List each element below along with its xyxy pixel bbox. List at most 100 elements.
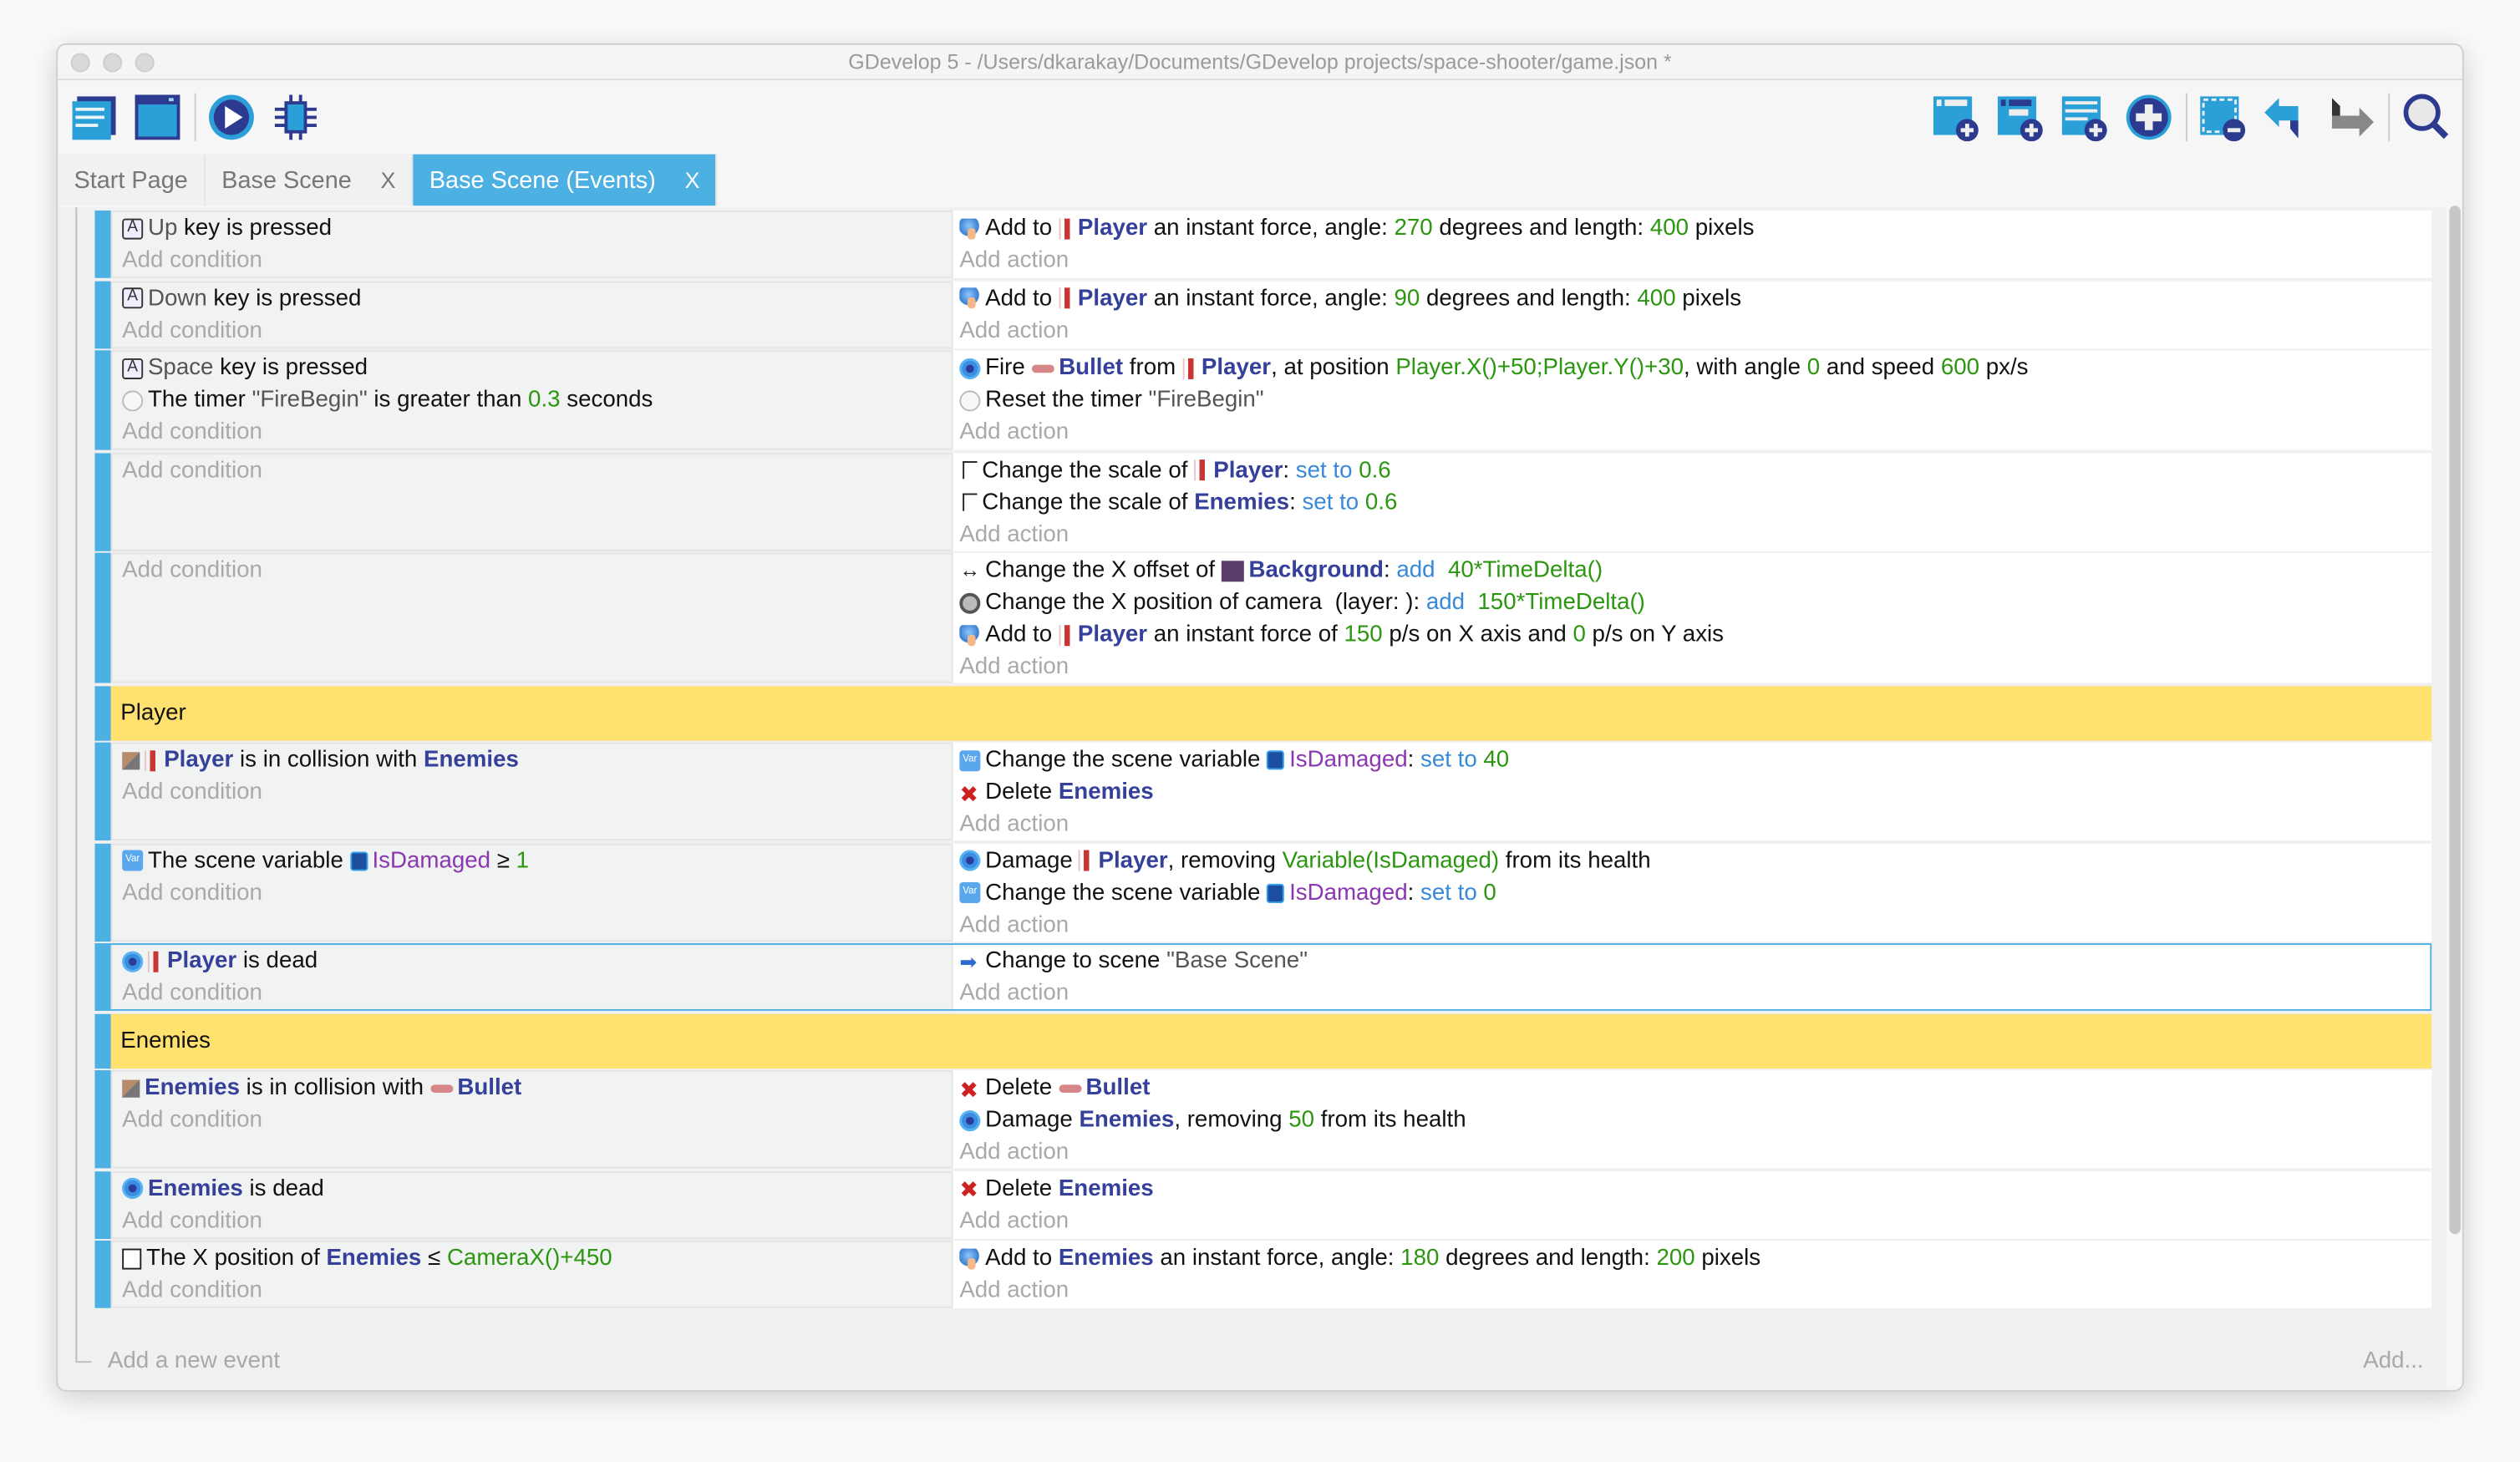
add-condition-button[interactable]: Add condition bbox=[122, 557, 262, 584]
action-instruction[interactable]: Damage Player, removing Variable(IsDamag… bbox=[959, 845, 2425, 876]
scrollbar[interactable] bbox=[2449, 206, 2461, 1235]
condition-instruction[interactable]: Space key is pressed bbox=[122, 352, 942, 383]
action-instruction[interactable]: Damage Enemies, removing 50 from its hea… bbox=[959, 1104, 2425, 1135]
project-manager-icon[interactable] bbox=[71, 94, 119, 142]
condition-instruction[interactable]: Player is dead bbox=[122, 945, 942, 977]
event-group[interactable]: Player bbox=[94, 685, 2432, 740]
add-action-button[interactable]: Add action bbox=[959, 1207, 1069, 1234]
add-action-button[interactable]: Add action bbox=[959, 911, 1069, 938]
close-tab-icon[interactable]: X bbox=[684, 167, 700, 193]
event-row[interactable]: Player is in collision with Enemies Add c… bbox=[94, 742, 2432, 840]
event-handle[interactable] bbox=[94, 685, 111, 740]
event-handle[interactable] bbox=[94, 1070, 111, 1169]
add-action-button[interactable]: Add action bbox=[959, 317, 1069, 343]
add-action-button[interactable]: Add action bbox=[959, 980, 1069, 1007]
condition-instruction[interactable]: Up key is pressed bbox=[122, 212, 942, 244]
preview-play-icon[interactable] bbox=[207, 94, 256, 142]
event-row[interactable]: The scene variable IsDamaged ≥ 1 Add cond… bbox=[94, 842, 2432, 942]
event-row[interactable]: Add condition Change the X offset of Back… bbox=[94, 552, 2432, 683]
event-handle[interactable] bbox=[94, 943, 111, 1011]
action-instruction[interactable]: Change the X position of camera (layer: … bbox=[959, 586, 2425, 618]
condition-instruction[interactable]: Player is in collision with Enemies bbox=[122, 744, 942, 776]
minimize-window-button[interactable] bbox=[103, 53, 123, 73]
add-event-icon[interactable] bbox=[1932, 94, 1980, 142]
condition-instruction[interactable]: Enemies is dead bbox=[122, 1172, 942, 1204]
action-instruction[interactable]: Delete Enemies bbox=[959, 776, 2425, 809]
add-other-icon[interactable] bbox=[2125, 94, 2173, 142]
tab-start-page[interactable]: Start Page bbox=[58, 154, 206, 206]
event-handle[interactable] bbox=[94, 1013, 111, 1069]
condition-instruction[interactable]: The scene variable IsDamaged ≥ 1 bbox=[122, 845, 942, 876]
event-handle[interactable] bbox=[94, 1170, 111, 1239]
condition-instruction[interactable]: The timer "FireBegin" is greater than 0.… bbox=[122, 384, 942, 416]
event-handle[interactable] bbox=[94, 452, 111, 551]
delete-selected-icon[interactable] bbox=[2198, 94, 2247, 142]
action-instruction[interactable]: Change the X offset of Background: add 4… bbox=[959, 554, 2425, 586]
action-instruction[interactable]: Change the scene variable IsDamaged: set… bbox=[959, 744, 2425, 776]
action-instruction[interactable]: Change the scene variable IsDamaged: set… bbox=[959, 876, 2425, 908]
add-new-event-button[interactable]: Add a new event bbox=[107, 1348, 281, 1374]
action-instruction[interactable]: Change the scale of Enemies: set to 0.6 bbox=[959, 486, 2425, 518]
add-comment-icon[interactable] bbox=[2060, 94, 2109, 142]
event-row[interactable]: Add condition Change the scale of Player:… bbox=[94, 452, 2432, 551]
action-instruction[interactable]: Add to Player an instant force of 150 p/… bbox=[959, 619, 2425, 651]
event-handle[interactable] bbox=[94, 1240, 111, 1308]
add-sub-event-icon[interactable] bbox=[1996, 94, 2045, 142]
add-condition-button[interactable]: Add condition bbox=[122, 317, 262, 343]
add-condition-button[interactable]: Add condition bbox=[122, 457, 262, 484]
add-action-button[interactable]: Add action bbox=[959, 419, 1069, 445]
tab-base-scene[interactable]: Base Scene X bbox=[205, 154, 414, 206]
add-condition-button[interactable]: Add condition bbox=[122, 980, 262, 1007]
add-action-button[interactable]: Add action bbox=[959, 1277, 1069, 1303]
add-condition-button[interactable]: Add condition bbox=[122, 1277, 262, 1303]
add-condition-button[interactable]: Add condition bbox=[122, 880, 262, 906]
event-handle[interactable] bbox=[94, 350, 111, 450]
event-group[interactable]: Enemies bbox=[94, 1013, 2432, 1069]
action-instruction[interactable]: Add to Player an instant force, angle: 2… bbox=[959, 212, 2425, 244]
scene-editor-icon[interactable] bbox=[134, 94, 182, 142]
close-window-button[interactable] bbox=[70, 53, 90, 73]
add-action-button[interactable]: Add action bbox=[959, 653, 1069, 680]
search-icon[interactable] bbox=[2401, 94, 2450, 142]
add-action-button[interactable]: Add action bbox=[959, 247, 1069, 273]
condition-instruction[interactable]: Down key is pressed bbox=[122, 282, 942, 314]
undo-icon[interactable] bbox=[2263, 94, 2311, 142]
action-instruction[interactable]: Change the scale of Player: set to 0.6 bbox=[959, 454, 2425, 485]
event-row[interactable]: Enemies is dead Add condition Delete Enemi… bbox=[94, 1170, 2432, 1239]
add-action-button[interactable]: Add action bbox=[959, 1139, 1069, 1165]
event-row[interactable]: Enemies is in collision with Bullet Add c… bbox=[94, 1070, 2432, 1169]
event-row[interactable]: The X position of Enemies ≤ CameraX()+45… bbox=[94, 1240, 2432, 1308]
event-handle[interactable] bbox=[94, 210, 111, 278]
zoom-window-button[interactable] bbox=[135, 53, 155, 73]
event-handle[interactable] bbox=[94, 742, 111, 840]
action-instruction[interactable]: Delete Enemies bbox=[959, 1172, 2425, 1205]
condition-instruction[interactable]: Enemies is in collision with Bullet bbox=[122, 1072, 942, 1104]
add-condition-button[interactable]: Add condition bbox=[122, 779, 262, 805]
event-row[interactable]: Player is dead Add condition Change to sce… bbox=[94, 943, 2432, 1011]
add-action-button[interactable]: Add action bbox=[959, 521, 1069, 547]
add-condition-button[interactable]: Add condition bbox=[122, 1207, 262, 1234]
action-instruction[interactable]: Reset the timer "FireBegin" bbox=[959, 384, 2425, 416]
action-instruction[interactable]: Change to scene "Base Scene" bbox=[959, 945, 2425, 977]
add-more-button[interactable]: Add... bbox=[2363, 1348, 2424, 1374]
add-condition-button[interactable]: Add condition bbox=[122, 247, 262, 273]
action-instruction[interactable]: Fire Bullet from Player, at position Pla… bbox=[959, 352, 2425, 383]
object-name: Player bbox=[1077, 622, 1148, 648]
event-row[interactable]: Down key is pressed Add condition Add to P… bbox=[94, 280, 2432, 348]
tab-base-scene-events[interactable]: Base Scene (Events) X bbox=[413, 154, 718, 206]
event-handle[interactable] bbox=[94, 280, 111, 348]
event-handle[interactable] bbox=[94, 842, 111, 942]
event-handle[interactable] bbox=[94, 552, 111, 683]
event-row[interactable]: Up key is pressed Add condition Add to Pla… bbox=[94, 210, 2432, 278]
add-action-button[interactable]: Add action bbox=[959, 811, 1069, 838]
debugger-icon[interactable] bbox=[272, 94, 320, 142]
redo-icon[interactable] bbox=[2327, 94, 2375, 142]
condition-instruction[interactable]: The X position of Enemies ≤ CameraX()+45… bbox=[122, 1242, 942, 1274]
action-instruction[interactable]: Delete Bullet bbox=[959, 1072, 2425, 1104]
add-condition-button[interactable]: Add condition bbox=[122, 419, 262, 445]
add-condition-button[interactable]: Add condition bbox=[122, 1107, 262, 1134]
action-instruction[interactable]: Add to Enemies an instant force, angle: … bbox=[959, 1242, 2425, 1274]
close-tab-icon[interactable]: X bbox=[380, 167, 396, 193]
action-instruction[interactable]: Add to Player an instant force, angle: 9… bbox=[959, 282, 2425, 314]
